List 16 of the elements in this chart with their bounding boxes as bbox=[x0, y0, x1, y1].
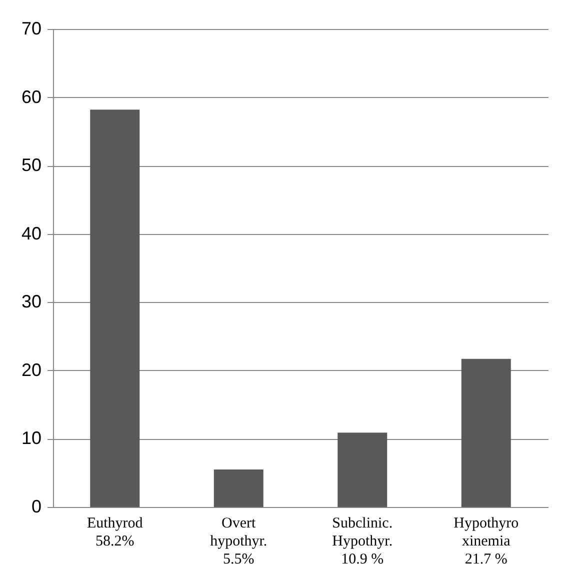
y-tick-label: 50 bbox=[21, 155, 42, 176]
y-tick-label: 10 bbox=[21, 428, 42, 448]
y-tick-label: 30 bbox=[21, 292, 42, 312]
x-tick-label: Hypothyro xinemia 21.7 % bbox=[454, 516, 519, 568]
y-tick-label: 40 bbox=[21, 223, 42, 244]
bar bbox=[214, 469, 264, 507]
bar bbox=[90, 110, 140, 507]
x-tick-label: Euthyrod 58.2% bbox=[86, 516, 144, 550]
bar bbox=[338, 432, 388, 507]
y-tick-label: 60 bbox=[21, 86, 42, 107]
y-tick-label: 20 bbox=[21, 360, 42, 380]
y-tick-label: 0 bbox=[31, 496, 42, 516]
x-tick-label: Subclinic. Hypothyr. 10.9 % bbox=[332, 516, 393, 568]
y-tick-label: 70 bbox=[21, 18, 42, 38]
bar bbox=[461, 358, 511, 507]
x-tick-label: Overt hypothyr. 5.5% bbox=[210, 516, 268, 568]
